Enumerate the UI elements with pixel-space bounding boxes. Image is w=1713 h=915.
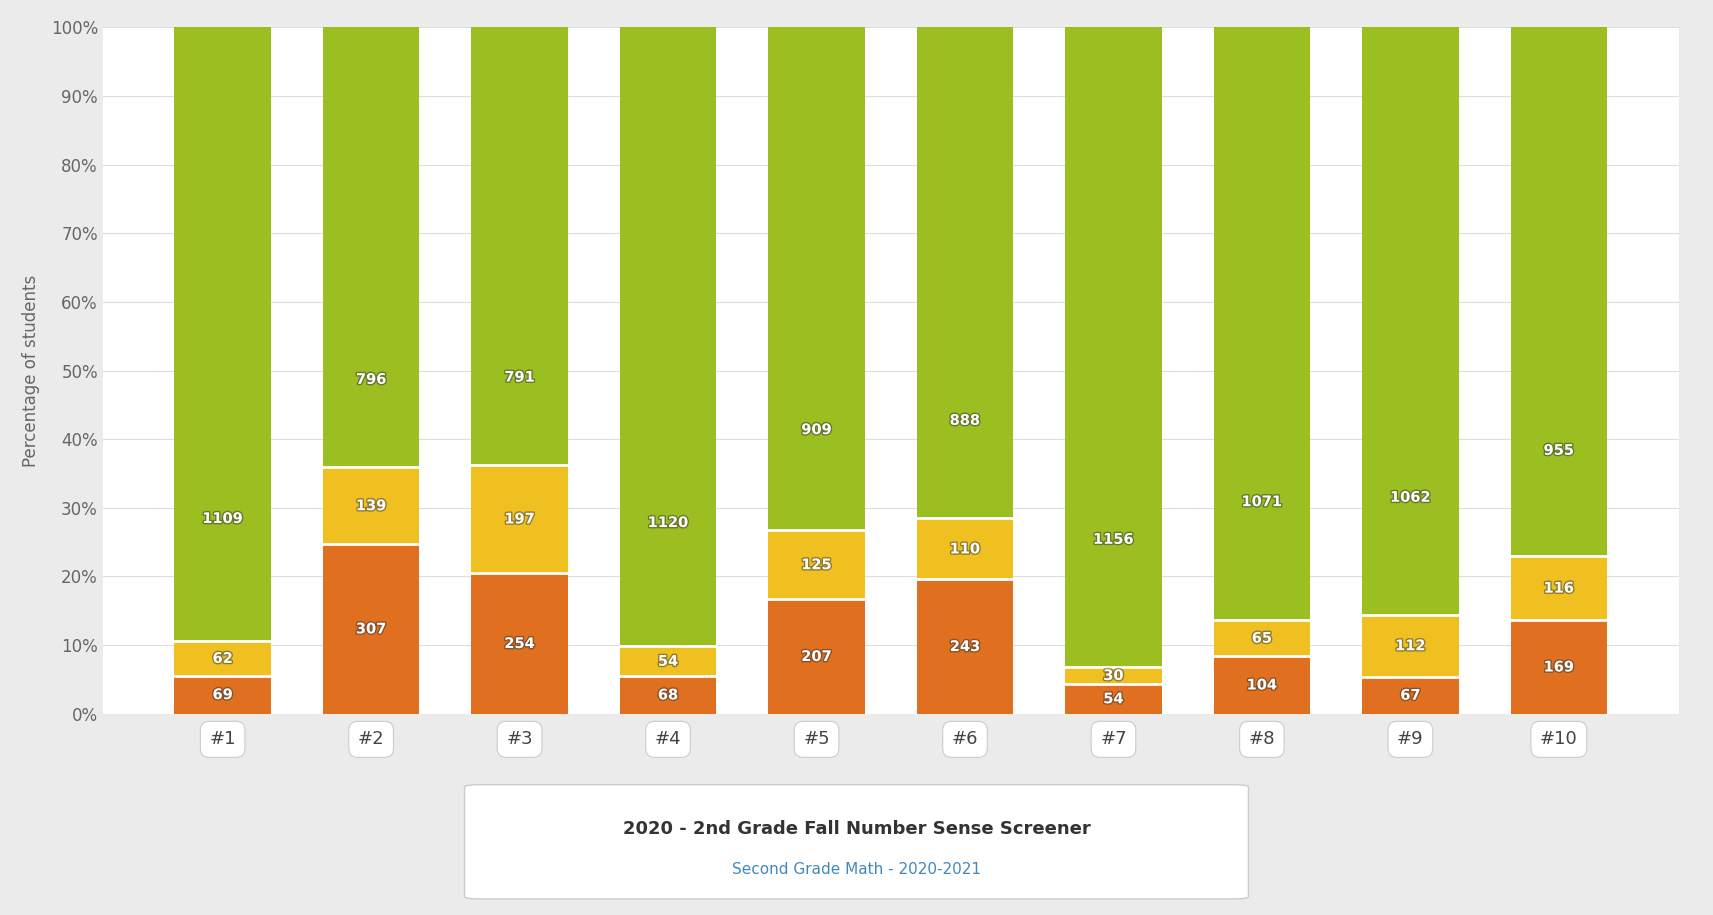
Bar [1511,27,1607,556]
Bar [620,646,716,676]
Text: 955: 955 [1543,443,1574,458]
Bar [1362,615,1459,677]
Bar [916,579,1014,714]
Bar [1065,684,1161,714]
Text: 67: 67 [1400,688,1420,703]
Text: 69: 69 [212,687,233,702]
Text: 62: 62 [212,651,233,666]
Text: 254: 254 [504,636,534,651]
Bar [1362,27,1459,615]
Text: Second Grade Math - 2020-2021: Second Grade Math - 2020-2021 [731,862,982,877]
Bar [471,465,567,574]
Bar [1215,656,1310,714]
Text: 104: 104 [1247,677,1278,693]
Bar [471,27,567,465]
Text: 1062: 1062 [1389,490,1430,505]
Bar [1511,556,1607,620]
Text: 169: 169 [1543,660,1574,674]
Bar [767,599,865,714]
Text: 54: 54 [1103,691,1124,706]
Bar [322,27,420,468]
Text: 909: 909 [802,422,833,437]
Bar [1065,27,1161,667]
Bar [1065,667,1161,684]
Text: 139: 139 [356,498,387,513]
Bar [175,675,271,714]
Text: 1109: 1109 [202,511,243,526]
Text: 116: 116 [1543,581,1574,596]
Bar [471,574,567,714]
Text: 1156: 1156 [1093,532,1134,547]
Text: 54: 54 [658,653,678,669]
Bar [1511,620,1607,714]
Bar [916,519,1014,579]
Text: 2020 - 2nd Grade Fall Number Sense Screener: 2020 - 2nd Grade Fall Number Sense Scree… [622,820,1091,837]
Bar [620,676,716,714]
Y-axis label: Percentage of students: Percentage of students [22,274,39,467]
Text: 888: 888 [949,413,980,428]
Text: 197: 197 [504,511,534,526]
Bar [322,544,420,714]
Bar [1215,27,1310,620]
FancyBboxPatch shape [464,785,1249,899]
Bar [767,530,865,599]
Text: 791: 791 [504,370,534,384]
Bar [175,27,271,641]
Bar [916,27,1014,519]
Text: 125: 125 [802,557,833,572]
Text: 110: 110 [949,542,980,556]
Text: 65: 65 [1252,630,1273,646]
Bar [620,27,716,646]
Text: 1120: 1120 [648,515,689,530]
Text: 207: 207 [802,649,833,664]
Bar [767,27,865,530]
Bar [322,468,420,544]
Text: 796: 796 [356,371,387,387]
Bar [1362,677,1459,714]
Text: 307: 307 [356,621,387,637]
Text: 112: 112 [1394,638,1425,653]
Text: 1071: 1071 [1242,494,1283,509]
Text: 68: 68 [658,687,678,703]
Text: 30: 30 [1103,668,1124,683]
Bar [1215,620,1310,656]
Text: 243: 243 [949,639,980,654]
Bar [175,641,271,675]
